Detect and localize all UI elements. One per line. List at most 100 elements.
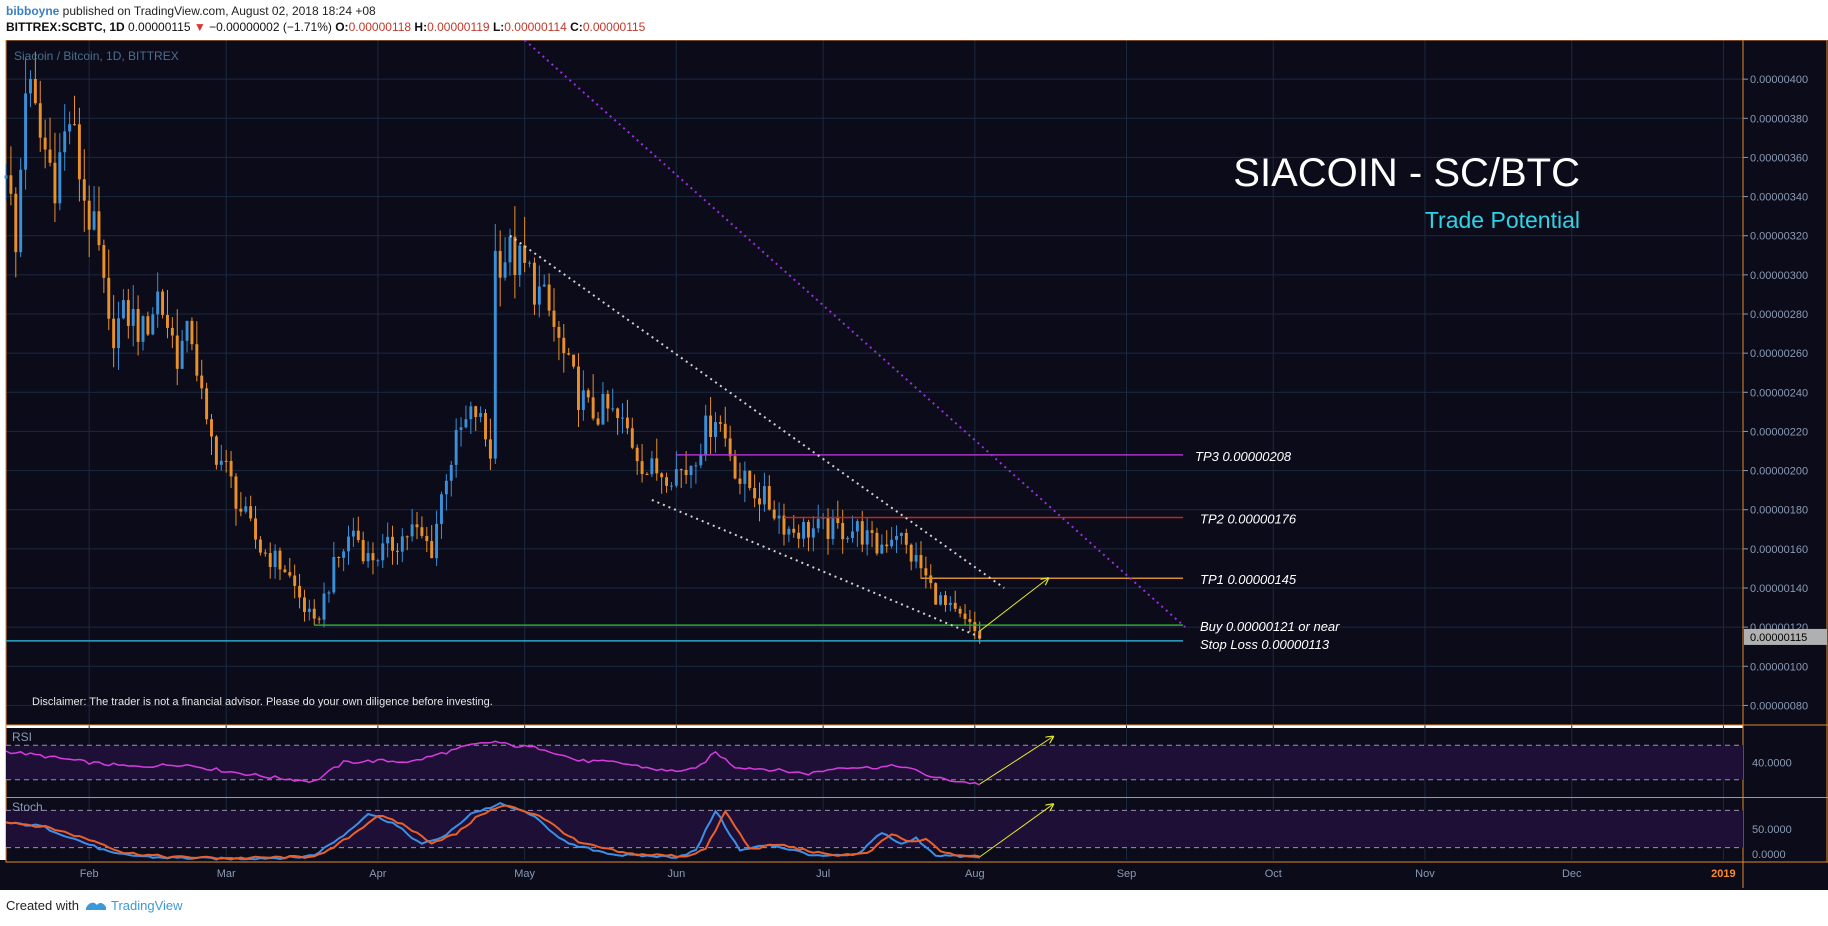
rsi-line — [5, 740, 981, 786]
candle-body — [386, 536, 390, 544]
candle-body — [841, 523, 845, 540]
stoch-projection-arrow[interactable] — [979, 804, 1053, 858]
y-tick-label: 0.00000160 — [1750, 544, 1808, 556]
candle-body — [4, 175, 8, 179]
candle-body — [273, 550, 277, 568]
candle-body — [400, 536, 404, 552]
candle-body — [9, 175, 13, 194]
candle — [880, 534, 884, 555]
candle — [792, 515, 796, 538]
candle-body — [767, 486, 771, 510]
candle-body — [885, 544, 889, 547]
candle — [14, 187, 18, 278]
candle — [591, 374, 595, 421]
candle — [117, 301, 121, 370]
y-tick-label: 0.00000320 — [1750, 231, 1808, 243]
candle-body — [782, 515, 786, 535]
candle — [391, 525, 395, 565]
candle — [738, 462, 742, 495]
candle-body — [24, 93, 28, 170]
candle — [77, 107, 81, 202]
candle — [239, 492, 243, 517]
candle — [337, 556, 341, 568]
candle — [322, 582, 326, 628]
candle-body — [591, 397, 595, 419]
candle-body — [425, 535, 429, 542]
candle — [126, 288, 130, 339]
candle — [229, 450, 233, 488]
grid — [6, 40, 1743, 860]
candle-body — [200, 375, 204, 389]
candle — [806, 519, 810, 552]
date-axis — [0, 860, 1828, 890]
candle-body — [33, 78, 37, 104]
candle — [107, 249, 111, 331]
candle-body — [669, 485, 673, 487]
projection-arrow[interactable] — [979, 578, 1049, 632]
candle-body — [787, 528, 791, 535]
candle-body — [523, 245, 527, 263]
x-tick-label: 2019 — [1711, 868, 1735, 880]
candle — [645, 472, 649, 476]
candle — [909, 543, 913, 571]
candle-body — [660, 473, 664, 478]
x-tick-label: May — [514, 868, 535, 880]
candle-body — [753, 488, 757, 499]
candle — [699, 443, 703, 469]
candle-body — [366, 553, 370, 562]
candle — [68, 111, 72, 145]
candle-body — [444, 480, 448, 495]
candle — [371, 542, 375, 575]
close-label: C: — [570, 20, 583, 34]
candle-body — [684, 469, 688, 476]
tradingview-link[interactable]: TradingView — [110, 898, 183, 913]
candle — [758, 482, 761, 522]
candle — [611, 388, 615, 412]
candle — [723, 406, 727, 447]
candle-body — [547, 284, 551, 311]
candle — [650, 451, 654, 478]
candle-body — [606, 393, 610, 409]
rsi-projection-arrow[interactable] — [979, 737, 1053, 785]
candle — [151, 307, 155, 336]
candle — [474, 405, 478, 431]
candle — [914, 542, 918, 569]
candle-body — [347, 536, 350, 552]
candle-body — [738, 478, 742, 484]
candle-body — [268, 552, 272, 568]
candle — [547, 273, 551, 317]
candle-body — [146, 316, 150, 335]
candle — [195, 321, 199, 382]
created-with-text: Created with — [6, 898, 79, 913]
high-label: H: — [414, 20, 428, 34]
candle — [82, 149, 86, 232]
candle — [444, 474, 448, 511]
candle-body — [117, 318, 121, 349]
trendline-1[interactable] — [509, 234, 1005, 589]
candle-body — [611, 408, 615, 410]
candle-body — [762, 486, 766, 505]
level-label-stop: Stop Loss 0.00000113 — [1200, 637, 1330, 652]
candle — [669, 482, 673, 491]
tradingview-logo-icon — [85, 899, 107, 914]
y-tick-label: 0.00000400 — [1750, 74, 1808, 86]
candle — [58, 133, 62, 211]
candle-body — [68, 124, 72, 132]
candle — [459, 417, 463, 447]
candle — [493, 224, 497, 465]
candle-body — [337, 556, 341, 558]
candle-body — [131, 309, 135, 326]
candle-body — [454, 429, 458, 465]
candle — [146, 311, 150, 337]
disclaimer-text: Disclaimer: The trader is not a financia… — [32, 696, 493, 708]
candle — [361, 531, 365, 565]
candle — [141, 315, 145, 351]
candle-body — [493, 250, 497, 459]
candle-body — [185, 320, 189, 341]
candle — [513, 206, 517, 299]
author-link[interactable]: bibboyne — [6, 4, 60, 18]
candle-body — [860, 521, 864, 545]
chart-canvas[interactable]: Feb Mar Apr May Jun Jul Aug Sep Oct Nov Dec 2019 0.0… — [0, 40, 1828, 892]
candle-body — [621, 417, 624, 419]
candle-body — [924, 568, 928, 576]
